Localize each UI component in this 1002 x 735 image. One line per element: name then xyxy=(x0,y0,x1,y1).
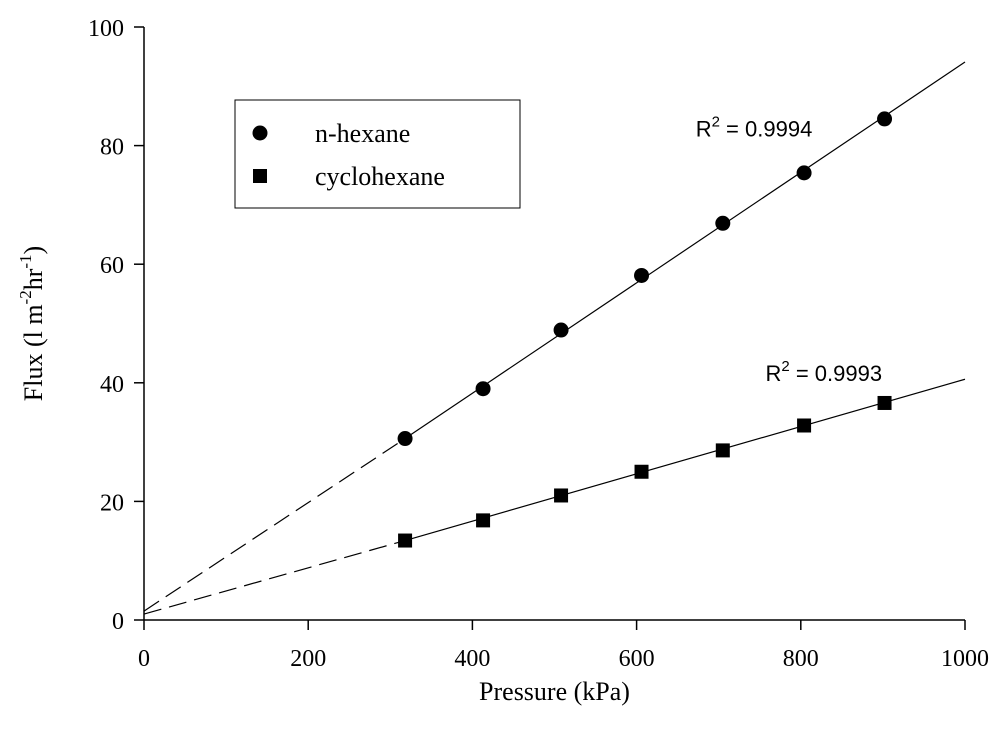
r-squared-annotations: R2 = 0.9994 R2 = 0.9993 xyxy=(696,114,882,386)
data-point xyxy=(476,513,491,528)
y-axis-label-mid: hr xyxy=(19,268,48,290)
data-point xyxy=(634,267,650,283)
fit-lines xyxy=(143,61,966,615)
data-point xyxy=(877,111,893,127)
legend-label: cyclohexane xyxy=(315,162,445,191)
x-tick-label: 1000 xyxy=(941,646,989,672)
tick-marks xyxy=(134,26,966,630)
data-point xyxy=(634,464,649,479)
data-point xyxy=(715,443,730,458)
legend-marker xyxy=(253,169,267,183)
r-squared-label: R2 = 0.9993 xyxy=(765,358,882,386)
y-axis-label-end: ) xyxy=(19,246,48,255)
x-tick-label: 0 xyxy=(138,646,150,672)
data-point xyxy=(715,215,731,231)
tick-labels: 0 200 400 600 800 1000 0 20 40 60 80 100 xyxy=(88,16,989,672)
data-point xyxy=(397,431,413,447)
data-markers xyxy=(397,111,893,548)
x-tick-label: 400 xyxy=(454,646,490,672)
y-axis-label-base: Flux (l m xyxy=(19,304,48,401)
data-point xyxy=(796,165,812,181)
y-tick-label: 80 xyxy=(100,135,124,161)
y-tick-label: 0 xyxy=(112,609,124,635)
extrapolation-line xyxy=(143,539,406,615)
y-tick-label: 40 xyxy=(100,372,124,398)
legend: n-hexane cyclohexane xyxy=(234,99,521,209)
fit-line xyxy=(404,378,966,542)
y-tick-label: 100 xyxy=(88,16,124,42)
data-point xyxy=(877,395,892,410)
x-tick-label: 800 xyxy=(783,646,819,672)
axes xyxy=(143,27,965,621)
y-axis-label-sup1: -2 xyxy=(16,290,35,304)
legend-label: n-hexane xyxy=(315,119,410,148)
legend-marker xyxy=(252,125,268,141)
data-point xyxy=(554,488,569,503)
y-axis-label-sup2: -1 xyxy=(16,254,35,268)
fit-line xyxy=(404,61,966,440)
extrapolation-line xyxy=(143,438,406,612)
legend-box xyxy=(234,99,521,209)
y-axis-label: Flux (l m-2hr-1) xyxy=(16,246,48,401)
x-tick-label: 200 xyxy=(290,646,326,672)
data-point xyxy=(475,381,491,397)
y-tick-label: 60 xyxy=(100,253,124,279)
data-point xyxy=(553,322,569,338)
x-tick-label: 600 xyxy=(619,646,655,672)
data-point xyxy=(398,533,413,548)
r-squared-label: R2 = 0.9994 xyxy=(696,114,813,142)
axis-titles: Pressure (kPa) Flux (l m-2hr-1) xyxy=(16,246,630,706)
data-point xyxy=(797,418,812,433)
x-axis-label: Pressure (kPa) xyxy=(479,677,630,706)
y-tick-label: 20 xyxy=(100,490,124,516)
